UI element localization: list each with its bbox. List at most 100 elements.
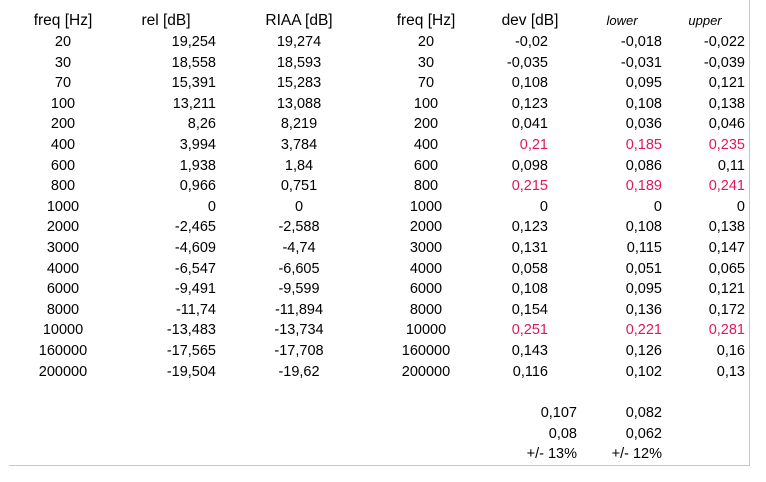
summary-lower[interactable]: 0,082: [625, 405, 662, 421]
cell-rel[interactable]: -17,565: [166, 343, 216, 359]
header-riaa[interactable]: RIAA [dB]: [265, 12, 333, 29]
cell-riaa[interactable]: -2,588: [278, 219, 320, 236]
cell-riaa[interactable]: 8,219: [280, 116, 318, 133]
cell-dev[interactable]: 0,143: [511, 343, 548, 359]
cell-lower[interactable]: 0,185: [625, 137, 662, 153]
cell-freq[interactable]: 2000: [46, 219, 80, 236]
cell-upper[interactable]: 0,13: [716, 363, 745, 380]
cell-freq2[interactable]: 10000: [405, 322, 447, 339]
cell-rel[interactable]: 1,938: [179, 157, 216, 174]
cell-upper[interactable]: -0,022: [703, 34, 745, 50]
cell-freq[interactable]: 20: [54, 34, 72, 50]
cell-dev[interactable]: 0,058: [511, 260, 548, 277]
cell-freq[interactable]: 4000: [46, 260, 80, 277]
cell-upper[interactable]: 0,138: [708, 219, 745, 236]
cell-rel[interactable]: 0,966: [179, 178, 216, 195]
cell-dev[interactable]: 0,123: [511, 95, 548, 112]
cell-freq[interactable]: 30: [54, 54, 72, 71]
cell-freq[interactable]: 600: [50, 157, 76, 174]
cell-lower[interactable]: 0,108: [625, 95, 662, 112]
cell-lower[interactable]: 0,095: [625, 281, 662, 298]
cell-freq2[interactable]: 70: [417, 75, 435, 92]
summary-dev[interactable]: 0,107: [540, 405, 577, 421]
cell-dev[interactable]: 0,215: [511, 178, 548, 195]
cell-rel[interactable]: -11,74: [175, 301, 216, 318]
cell-rel[interactable]: 13,211: [172, 95, 216, 112]
cell-freq[interactable]: 8000: [46, 301, 80, 318]
cell-upper[interactable]: 0,147: [708, 240, 745, 256]
cell-lower[interactable]: 0,095: [625, 75, 662, 92]
cell-riaa[interactable]: 18,593: [276, 54, 322, 71]
cell-dev[interactable]: 0,251: [511, 322, 548, 339]
cell-freq2[interactable]: 200: [413, 116, 439, 133]
cell-riaa[interactable]: -19,62: [278, 363, 320, 380]
header-rel[interactable]: rel [dB]: [141, 12, 191, 29]
cell-freq[interactable]: 1000: [46, 198, 80, 215]
cell-freq[interactable]: 70: [54, 75, 72, 92]
cell-upper[interactable]: 0,16: [716, 343, 745, 359]
cell-lower[interactable]: 0,189: [625, 178, 662, 195]
cell-freq2[interactable]: 100: [413, 95, 439, 112]
cell-dev[interactable]: -0,02: [514, 34, 548, 50]
cell-rel[interactable]: 8,26: [187, 116, 216, 133]
cell-rel[interactable]: -9,491: [174, 281, 216, 298]
cell-riaa[interactable]: -11,894: [274, 301, 324, 318]
header-freq[interactable]: freq [Hz]: [33, 12, 93, 29]
header-upper[interactable]: upper: [688, 13, 722, 28]
cell-freq2[interactable]: 600: [413, 157, 439, 174]
cell-dev[interactable]: 0,21: [519, 137, 548, 153]
cell-rel[interactable]: 3,994: [179, 137, 216, 153]
cell-rel[interactable]: -2,465: [174, 219, 216, 236]
summary-lower[interactable]: +/- 12%: [611, 446, 662, 463]
cell-freq[interactable]: 100: [50, 95, 76, 112]
cell-freq[interactable]: 3000: [46, 240, 80, 256]
cell-freq2[interactable]: 4000: [409, 260, 443, 277]
cell-dev[interactable]: 0,041: [511, 116, 548, 133]
header-freq2[interactable]: freq [Hz]: [396, 12, 456, 29]
cell-lower[interactable]: -0,018: [620, 34, 662, 50]
cell-lower[interactable]: 0,108: [625, 219, 662, 236]
cell-riaa[interactable]: -9,599: [278, 281, 320, 298]
cell-freq2[interactable]: 200000: [401, 363, 451, 380]
cell-freq[interactable]: 200000: [38, 363, 88, 380]
cell-dev[interactable]: 0,098: [511, 157, 548, 174]
cell-lower[interactable]: 0,086: [625, 157, 662, 174]
cell-freq[interactable]: 400: [50, 137, 76, 153]
cell-riaa[interactable]: 19,274: [276, 34, 322, 50]
cell-dev[interactable]: 0,154: [511, 301, 548, 318]
cell-freq[interactable]: 200: [50, 116, 76, 133]
cell-rel[interactable]: 19,254: [171, 34, 216, 50]
cell-upper[interactable]: 0,11: [717, 157, 745, 174]
cell-riaa[interactable]: 15,283: [276, 75, 322, 92]
cell-upper[interactable]: 0,121: [708, 75, 745, 92]
cell-riaa[interactable]: 13,088: [276, 95, 322, 112]
cell-freq2[interactable]: 1000: [409, 198, 443, 215]
cell-freq[interactable]: 10000: [42, 322, 84, 339]
cell-riaa[interactable]: 3,784: [280, 137, 318, 153]
cell-lower[interactable]: 0,115: [626, 240, 662, 256]
cell-lower[interactable]: 0,036: [625, 116, 662, 133]
cell-lower[interactable]: 0,051: [625, 260, 662, 277]
cell-lower[interactable]: 0,126: [625, 343, 662, 359]
cell-upper[interactable]: 0,046: [708, 116, 745, 133]
cell-rel[interactable]: -6,547: [174, 260, 216, 277]
cell-upper[interactable]: 0,138: [708, 95, 745, 112]
cell-lower[interactable]: 0,136: [625, 301, 662, 318]
cell-rel[interactable]: 15,391: [171, 75, 216, 92]
cell-riaa[interactable]: -6,605: [278, 260, 320, 277]
cell-lower[interactable]: 0: [653, 198, 662, 215]
summary-lower[interactable]: 0,062: [625, 425, 662, 442]
cell-freq2[interactable]: 30: [417, 54, 435, 71]
cell-rel[interactable]: -19,504: [166, 363, 216, 380]
cell-lower[interactable]: 0,102: [625, 363, 662, 380]
header-dev[interactable]: dev [dB]: [501, 12, 559, 29]
cell-upper[interactable]: 0,172: [708, 301, 745, 318]
cell-riaa[interactable]: -17,708: [274, 343, 324, 359]
cell-upper[interactable]: 0: [736, 198, 745, 215]
cell-freq2[interactable]: 800: [413, 178, 439, 195]
cell-upper[interactable]: 0,281: [708, 322, 745, 339]
cell-dev[interactable]: 0,108: [511, 281, 548, 298]
summary-dev[interactable]: +/- 13%: [526, 446, 577, 463]
cell-upper[interactable]: 0,241: [708, 178, 745, 195]
cell-rel[interactable]: -4,609: [174, 240, 216, 256]
